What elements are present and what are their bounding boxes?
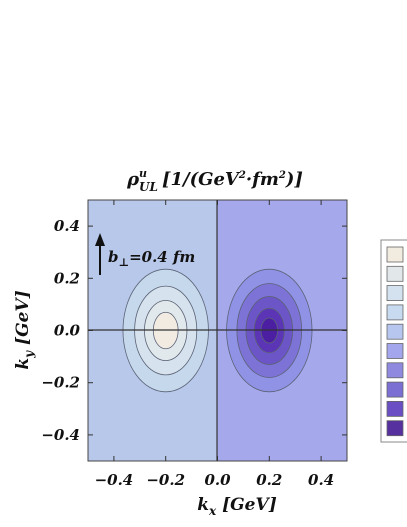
- x-tick-label: 0.0: [204, 471, 231, 489]
- color-legend: [380, 239, 407, 443]
- y-tick-label: 0.0: [54, 322, 81, 340]
- x-tick-label: 0.2: [256, 471, 282, 489]
- legend-swatch-8: [386, 381, 404, 398]
- legend-swatch-3: [386, 285, 404, 302]
- axis-ticks: −0.4 −0.2 0.0 0.2 0.4 0.4 0.2 0.0 −0.2 −0.4: [41, 200, 347, 489]
- arrow-head-icon: [95, 233, 105, 246]
- legend-swatch-9: [386, 400, 404, 417]
- x-tick-label: −0.2: [146, 471, 185, 489]
- y-tick-label: 0.4: [54, 217, 80, 235]
- y-axis-label: ky [GeV]: [13, 290, 36, 369]
- b-perp-label: b⊥=0.4 fm: [108, 248, 195, 269]
- legend-swatch-2: [386, 265, 404, 282]
- y-tick-label: 0.2: [54, 269, 80, 287]
- x-tick-label: 0.4: [308, 471, 334, 489]
- legend-swatch-5: [386, 323, 404, 340]
- legend-swatch-1: [386, 246, 404, 263]
- legend-swatch-6: [386, 343, 404, 359]
- y-tick-label: −0.4: [41, 426, 80, 444]
- x-axis-label: kx [GeV]: [197, 495, 276, 518]
- y-tick-label: −0.2: [41, 374, 80, 392]
- legend-swatch-7: [386, 362, 404, 379]
- x-tick-label: −0.4: [95, 471, 134, 489]
- chart-title: ρu UL [1/(GeV2·fm2)]: [126, 167, 303, 194]
- legend-swatch-10: [386, 420, 404, 437]
- legend-swatch-4: [386, 304, 404, 321]
- plot-area: [87, 199, 348, 462]
- b-perp-annotation: b⊥=0.4 fm: [95, 233, 195, 275]
